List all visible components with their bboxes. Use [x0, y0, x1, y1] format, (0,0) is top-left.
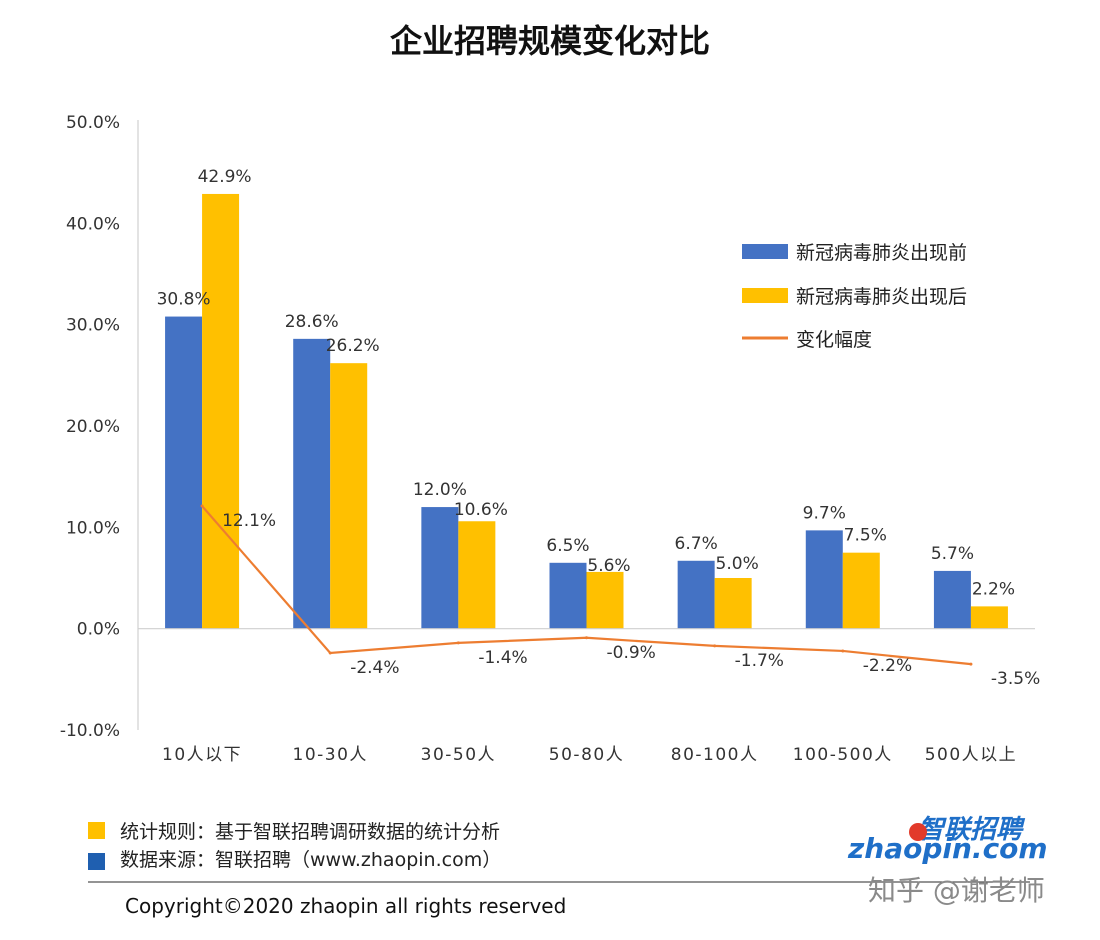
change-label: -1.4% — [478, 648, 527, 668]
y-tick-label: -10.0% — [60, 721, 120, 741]
bar-before — [933, 570, 971, 629]
change-point — [713, 644, 717, 648]
x-tick-label: 10人以下 — [162, 745, 242, 765]
logo-cn-text: 智联招聘 — [918, 815, 1026, 845]
y-tick-label: 50.0% — [66, 113, 120, 133]
data-label-after: 5.6% — [587, 556, 630, 576]
bar-after — [330, 363, 368, 629]
data-label-before: 12.0% — [413, 480, 467, 500]
legend-label-change: 变化幅度 — [796, 329, 872, 351]
y-axis-ticks: -10.0% 0.0% 10.0% 20.0% 30.0% 40.0% 50.0% — [60, 113, 120, 741]
bar-after — [458, 521, 496, 629]
change-label: -2.4% — [350, 658, 399, 678]
bar-after — [842, 552, 880, 629]
bar-before — [293, 338, 331, 629]
data-label-after: 2.2% — [972, 579, 1015, 599]
change-line-group — [200, 504, 973, 666]
change-point — [585, 636, 588, 640]
bar-before — [549, 562, 587, 629]
y-tick-label: 40.0% — [66, 214, 120, 234]
logo-en-text: zhaopin.com — [847, 832, 1048, 865]
x-tick-label: 100-500人 — [793, 745, 893, 765]
data-label-before: 6.5% — [546, 536, 589, 556]
footer-note-rule: 统计规则：基于智联招聘调研数据的统计分析 — [120, 821, 500, 843]
data-label-before: 5.7% — [931, 544, 974, 564]
change-label: -1.7% — [735, 651, 784, 671]
data-label-after: 5.0% — [716, 554, 759, 574]
change-point — [200, 504, 204, 508]
bar-after — [586, 571, 624, 629]
data-label-before: 6.7% — [675, 534, 718, 554]
change-point — [328, 651, 332, 655]
y-tick-label: 20.0% — [66, 417, 120, 437]
legend: 新冠病毒肺炎出现前 新冠病毒肺炎出现后 变化幅度 — [742, 242, 967, 351]
change-label: -0.9% — [607, 643, 656, 663]
x-tick-label: 500人以上 — [925, 745, 1017, 765]
data-label-after: 42.9% — [198, 167, 252, 187]
watermark-text: 知乎 @谢老师 — [868, 874, 1045, 907]
legend-label-before: 新冠病毒肺炎出现前 — [796, 242, 967, 264]
change-label: -2.2% — [863, 656, 912, 676]
legend-swatch-after — [742, 288, 788, 303]
change-label: 12.1% — [222, 511, 276, 531]
change-label: -3.5% — [991, 669, 1040, 689]
y-tick-label: 0.0% — [77, 620, 120, 640]
change-point — [456, 641, 460, 645]
bar-after — [202, 193, 240, 629]
y-tick-label: 10.0% — [66, 518, 120, 538]
chart-title: 企业招聘规模变化对比 — [390, 22, 710, 60]
data-labels-group: 30.8% 42.9% 28.6% 26.2% 12.0%10.6% 6.5%5.6% 6.… — [157, 167, 1041, 689]
copyright-text: Copyright©2020 zhaopin all rights reserv… — [125, 894, 566, 918]
data-label-before: 30.8% — [157, 290, 211, 310]
bars-group — [165, 193, 1008, 629]
change-point — [841, 649, 845, 653]
bar-before — [805, 530, 843, 629]
legend-swatch-before — [742, 244, 788, 259]
data-label-before: 28.6% — [285, 312, 339, 332]
x-tick-label: 50-80人 — [549, 745, 624, 765]
data-label-after: 10.6% — [454, 500, 508, 520]
legend-label-after: 新冠病毒肺炎出现后 — [796, 286, 967, 308]
zhaopin-logo: 智联招聘 zhaopin.com — [847, 815, 1048, 865]
footer-note-source: 数据来源：智联招聘（www.zhaopin.com） — [120, 849, 501, 871]
logo-dot-icon — [909, 823, 927, 841]
footer-notes: 统计规则：基于智联招聘调研数据的统计分析 数据来源：智联招聘（www.zhaop… — [88, 821, 501, 871]
data-label-after: 7.5% — [844, 526, 887, 546]
data-label-after: 26.2% — [326, 336, 380, 356]
x-tick-label: 10-30人 — [293, 745, 368, 765]
x-axis-ticks: 10人以下 10-30人 30-50人 50-80人 80-100人 100-500人 50… — [162, 745, 1017, 765]
bar-after — [970, 606, 1008, 629]
x-tick-label: 80-100人 — [671, 745, 759, 765]
change-point — [969, 662, 973, 666]
y-tick-label: 30.0% — [66, 316, 120, 336]
bar-after — [714, 578, 752, 629]
bar-before — [165, 316, 203, 629]
note2-marker — [88, 853, 105, 870]
bar-before — [677, 560, 715, 629]
data-label-before: 9.7% — [803, 503, 846, 523]
note1-marker — [88, 822, 105, 839]
x-tick-label: 30-50人 — [421, 745, 496, 765]
bar-before — [421, 507, 459, 629]
